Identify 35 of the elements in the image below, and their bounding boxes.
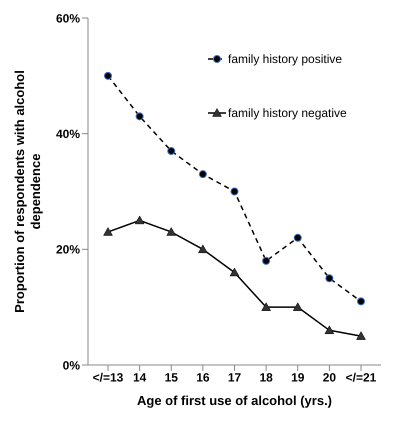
x-tick-label: </=13 — [92, 370, 124, 385]
x-tick-label: 20 — [322, 370, 336, 385]
point — [262, 256, 270, 265]
point — [166, 227, 176, 236]
legend-label: family history positive — [228, 52, 342, 66]
legend-label: family history negative — [228, 106, 347, 120]
point — [293, 302, 302, 311]
point — [261, 302, 271, 311]
point — [104, 72, 112, 80]
x-tick-label: 15 — [164, 370, 178, 385]
point — [103, 227, 113, 236]
y-tick-label: 20% — [56, 242, 80, 257]
x-tick-label: 14 — [132, 370, 147, 385]
point — [136, 112, 144, 120]
point — [230, 188, 238, 196]
point — [294, 234, 302, 242]
point — [198, 170, 207, 178]
point — [356, 331, 366, 340]
x-axis-title: Age of first use of alcohol (yrs.) — [136, 393, 332, 408]
y-tick-label: 40% — [56, 126, 80, 141]
x-tick-label: 16 — [196, 370, 210, 385]
y-tick-label: 60% — [56, 11, 80, 26]
x-tick-label: 18 — [259, 370, 274, 385]
point — [324, 326, 334, 334]
y-tick-label: 0% — [62, 358, 80, 372]
x-tick-label: 19 — [291, 370, 305, 385]
y-axis-title: Proportion of respondents with alcohol dependence — [12, 70, 43, 313]
x-tick-label: 17 — [228, 370, 242, 385]
point — [198, 244, 208, 254]
point — [134, 216, 144, 224]
x-tick-label: </=21 — [346, 370, 377, 385]
point — [230, 268, 240, 276]
point — [325, 274, 334, 282]
point — [357, 297, 365, 306]
point — [167, 147, 176, 156]
